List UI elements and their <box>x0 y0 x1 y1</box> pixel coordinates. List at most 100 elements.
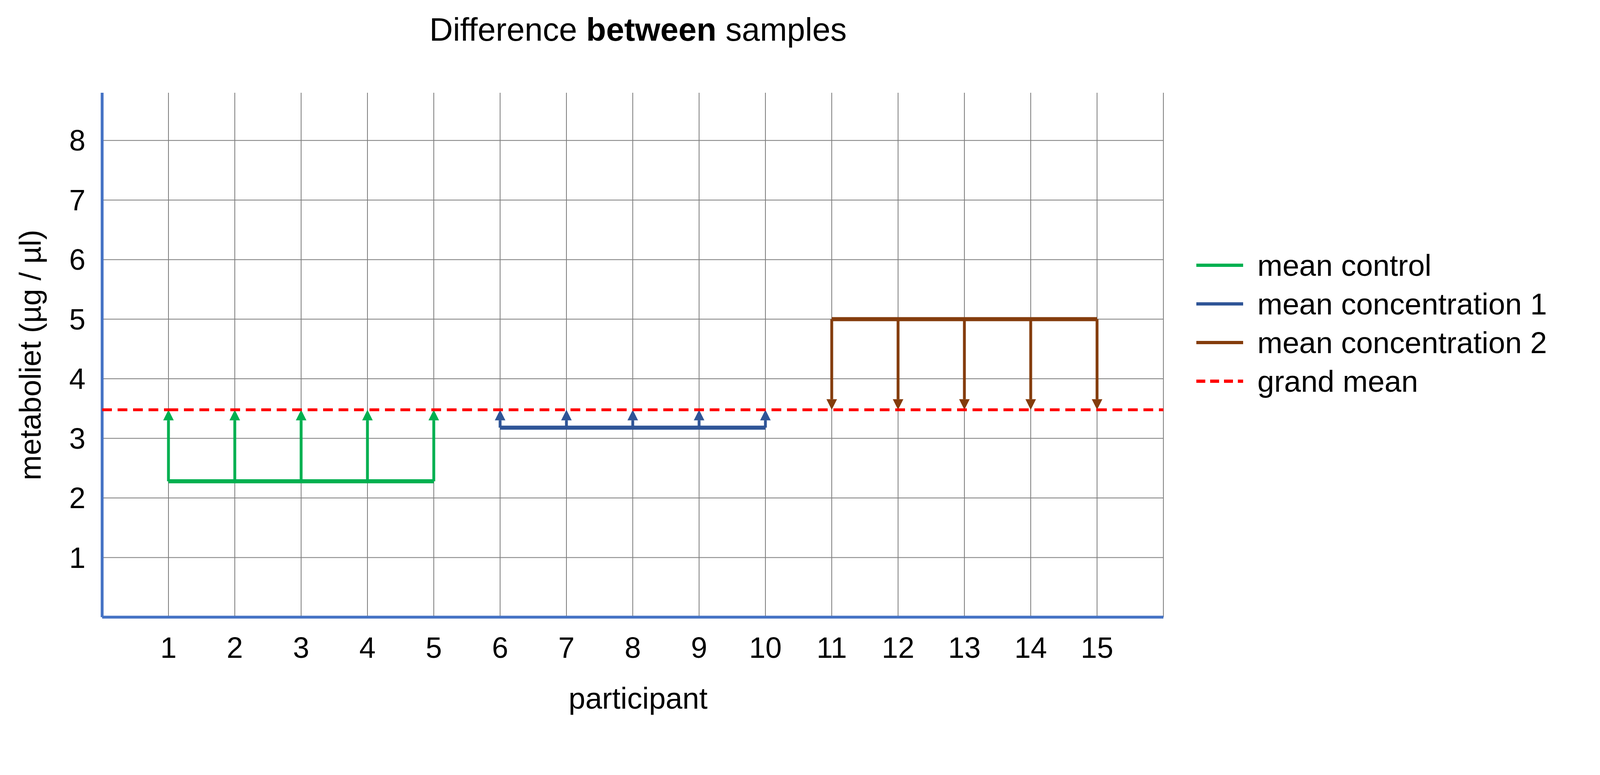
arrow <box>295 409 307 482</box>
arrow-head <box>826 399 838 410</box>
legend: mean control mean concentration 1mean con… <box>1196 248 1548 399</box>
x-tick-label: 15 <box>1080 631 1114 665</box>
arrow <box>1091 319 1103 411</box>
grid-line-x <box>300 92 302 618</box>
y-tick-label: 4 <box>69 362 86 396</box>
y-axis <box>100 92 104 618</box>
legend-swatch <box>1196 340 1244 345</box>
grid-line-x <box>1030 92 1032 618</box>
x-tick-label: 13 <box>948 631 981 665</box>
grid-line-x <box>897 92 899 618</box>
x-tick-label: 4 <box>359 631 376 665</box>
grid-line-x <box>367 92 368 618</box>
x-tick-label: 1 <box>160 631 177 665</box>
arrow-head <box>1025 399 1037 410</box>
arrow-shaft <box>432 420 436 482</box>
arrow-head <box>494 409 506 421</box>
grid-line-x <box>234 92 236 618</box>
arrow <box>561 409 572 428</box>
series-line <box>500 425 766 430</box>
chart: Difference between samples12345678123456… <box>0 0 1600 775</box>
arrow-head <box>295 409 307 421</box>
arrow-head <box>229 409 241 421</box>
reference-extension <box>1097 408 1164 412</box>
x-tick-label: 6 <box>491 631 509 665</box>
arrow-head <box>627 409 639 421</box>
y-tick-label: 3 <box>69 422 86 455</box>
arrow-head <box>561 409 572 421</box>
plot-marks <box>102 319 1164 482</box>
arrow-shaft <box>366 420 370 482</box>
grid-line-x <box>765 92 766 618</box>
grid-line-x <box>963 92 965 618</box>
arrow-head <box>428 409 440 421</box>
arrow-head <box>362 409 373 421</box>
legend-swatch <box>1196 379 1244 383</box>
arrow-shaft <box>1029 319 1033 400</box>
arrow <box>362 409 373 482</box>
grid-line-x <box>1096 92 1098 618</box>
grid-line-x <box>698 92 700 618</box>
arrow-shaft <box>896 319 900 400</box>
x-tick-label: 9 <box>690 631 708 665</box>
legend-label: grand mean <box>1257 364 1419 399</box>
arrow-shaft <box>963 319 967 400</box>
grid-line-x <box>831 92 833 618</box>
title-word: between <box>577 11 717 48</box>
arrow <box>163 409 174 482</box>
x-tick-label: 11 <box>816 631 848 665</box>
grid-line-x <box>566 92 567 618</box>
arrow-head <box>693 409 705 421</box>
x-tick-label: 8 <box>624 631 641 665</box>
arrow <box>627 409 639 428</box>
arrow-head <box>1091 399 1103 410</box>
arrow <box>428 409 440 482</box>
arrow <box>1025 319 1037 411</box>
series-line <box>831 317 1098 322</box>
y-tick-label: 7 <box>69 183 86 217</box>
legend-label: mean concentration 2 <box>1257 325 1548 360</box>
y-axis-label: metaboliet (µg / µl) <box>13 229 48 481</box>
arrow <box>494 409 506 428</box>
x-axis-label: participant <box>568 681 708 716</box>
legend-label: mean concentration 1 <box>1257 287 1548 322</box>
x-tick-label: 10 <box>749 631 782 665</box>
x-tick-label: 14 <box>1014 631 1047 665</box>
arrow-head <box>163 409 174 421</box>
plot-frame-right <box>1162 92 1164 618</box>
arrow <box>693 409 705 428</box>
grid-line-x <box>168 92 169 618</box>
arrow-shaft <box>299 420 303 482</box>
legend-swatch <box>1196 263 1244 267</box>
x-tick-label: 12 <box>881 631 915 665</box>
x-tick-label: 7 <box>558 631 575 665</box>
y-tick-label: 1 <box>69 541 86 575</box>
x-tick-label: 5 <box>425 631 442 665</box>
y-tick-label: 8 <box>69 124 86 157</box>
x-tick-label: 2 <box>226 631 243 665</box>
arrow-shaft <box>233 420 237 482</box>
title-word: samples <box>716 11 847 48</box>
arrow <box>826 319 838 411</box>
arrow <box>229 409 241 482</box>
arrow-shaft <box>830 319 834 400</box>
arrow-shaft <box>167 420 171 482</box>
x-tick-label: 3 <box>292 631 310 665</box>
x-axis <box>102 616 1164 619</box>
arrow-head <box>760 409 771 421</box>
arrow-head <box>892 399 904 410</box>
grid-line-x <box>499 92 501 618</box>
arrow <box>959 319 970 411</box>
arrow-shaft <box>1095 319 1099 400</box>
y-tick-label: 6 <box>69 243 86 276</box>
title: Difference between samples <box>429 11 847 48</box>
y-tick-label: 5 <box>69 303 86 336</box>
legend-swatch <box>1196 302 1244 306</box>
arrow <box>892 319 904 411</box>
arrow <box>760 409 771 428</box>
arrow-head <box>959 399 970 410</box>
legend-label: mean control <box>1257 248 1432 283</box>
title-word: Difference <box>429 11 578 48</box>
series-line <box>168 479 434 484</box>
series-line <box>168 408 1098 412</box>
